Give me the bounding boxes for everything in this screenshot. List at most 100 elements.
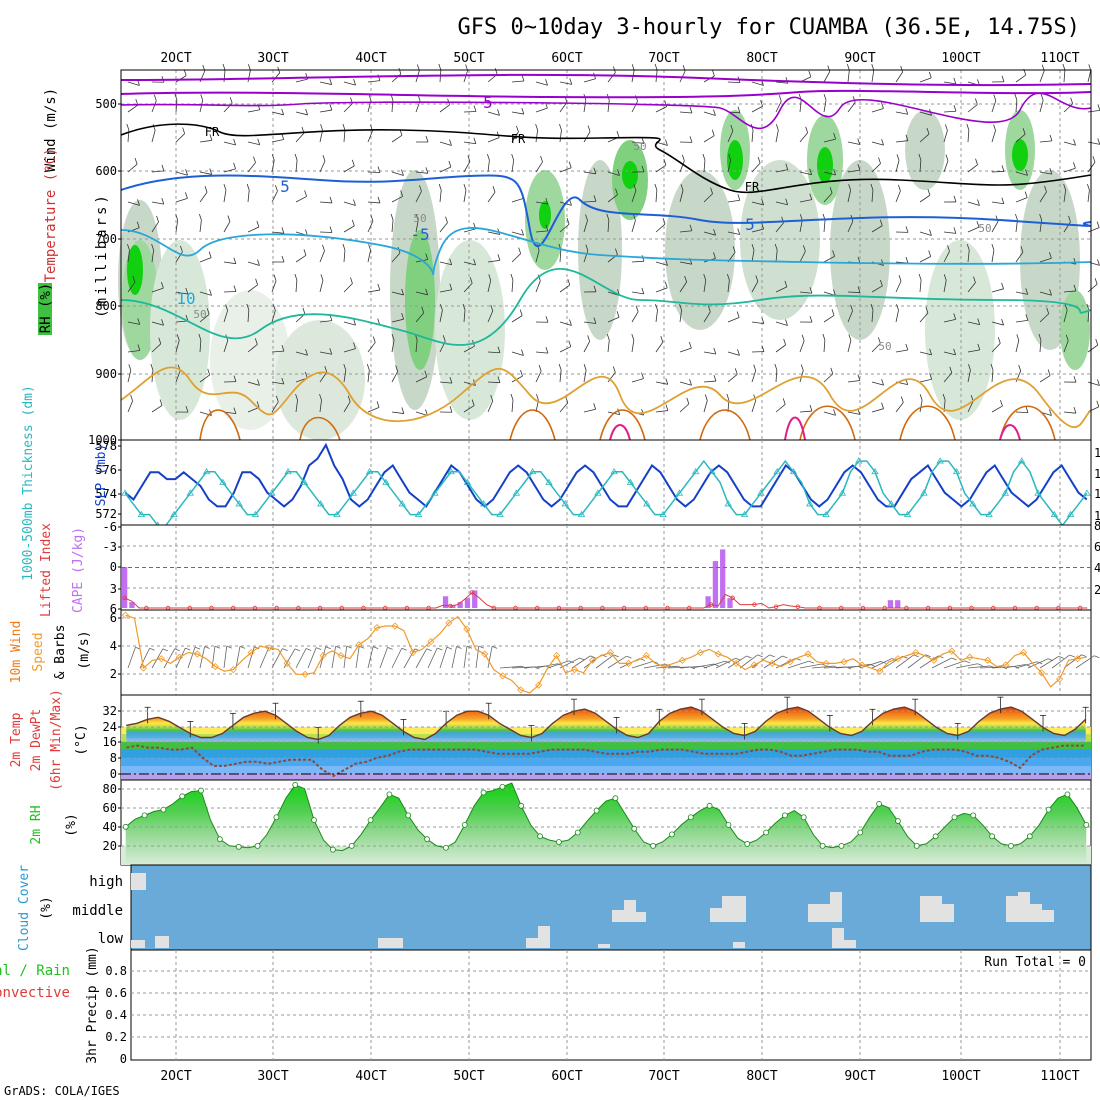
wind-barb-flag [832,250,835,257]
wind-barb [967,104,978,113]
wind-barb [655,310,658,323]
wind-barb-flag [713,252,716,259]
wind-barb-flag [1039,213,1043,221]
wind-barb [295,351,308,356]
wind-barb [871,108,884,113]
wind-barb-flag [415,214,419,221]
wind-barb-flag [737,228,741,235]
wind-barb [895,280,902,293]
wind-barb-flag [713,109,716,116]
temperature-contours [120,73,1092,441]
wind-barb [1039,191,1047,203]
wind-barb-flag [395,365,399,372]
wind-barb-flag [929,348,933,356]
wind-barb [967,321,980,326]
cloud-high-label: high [89,874,123,890]
wind-barb [991,370,994,383]
thickness-point [773,468,781,475]
wind-barb-flag [497,109,500,116]
bottom-date-axis: 2OCT 3OCT 4OCT 5OCT 6OCT 7OCT 8OCT 9OCT 10OCT 11O… [160,1069,1079,1084]
wind-barb-flag [568,161,572,168]
surface-wind-barb-flag [1081,654,1087,658]
wind-barb [391,134,403,143]
wind-barb [415,312,425,323]
rh-blob [817,147,833,183]
wind-barb [127,250,130,263]
wind-barb [271,401,279,413]
wind-barb [487,280,492,293]
wind-barb-flag [785,319,788,326]
wind-barb [439,104,450,113]
rh-unit: (%) [64,813,79,836]
wind-barb-flag [1001,282,1004,289]
rh-area [125,783,1087,865]
axis-tick-label: 1014 [1094,487,1100,501]
wind-speed-point [229,666,237,674]
wind-barb-flag [665,404,669,411]
surface-wind-barb [331,646,337,669]
wind-barb-flag [1092,156,1096,163]
rh-point [1083,821,1090,828]
wind-barb [847,411,860,415]
wind-barb [751,130,754,143]
surface-wind-barb-flag [325,646,331,650]
wind-barb [391,371,399,383]
wind-barb-flag [707,305,711,312]
surface-wind-barb [127,647,136,669]
surface-wind-barb-flag [701,665,708,669]
temperature-line [126,706,1087,741]
wind-barb-flag [1073,139,1076,146]
wind-barb [847,220,854,233]
wind-barb [463,345,475,353]
wind-barb-flag [918,153,922,161]
rh-point [556,839,562,845]
cloud-cover-panel: high middle low Cloud Cover (%) [17,864,1092,951]
wind-barb-flag [126,123,130,131]
wind-barb-flag [521,107,525,115]
wind-barb-flag [966,123,970,131]
wind-barb-flag [990,363,994,371]
wind-barb-flag [606,333,610,341]
wind-barb-flag [368,244,371,251]
surface-wind-barb [571,655,591,669]
surface-wind-barb [895,654,914,669]
wind-barb [319,320,332,323]
date-tick-label: 6OCT [551,1069,582,1084]
wind-barb [367,250,371,263]
wind-barb [847,141,860,145]
wind-barb [247,261,260,266]
thickness-point [186,489,194,496]
wind-barb [1063,141,1076,146]
surface-wind-barb-flag [214,645,221,649]
wind-barb [727,160,732,173]
wind-barb-flag [372,336,376,343]
wind-barb-flag [520,369,523,377]
wind-barb [295,111,308,116]
wind-barb [151,130,156,143]
wind-barb-flag [320,124,323,131]
wind-barb [247,162,256,173]
thickness-point [952,468,961,475]
wind-barb [895,310,899,323]
wind-barb-flag [805,126,809,133]
wind-barb-flag [233,257,237,264]
wind-barb [895,140,908,143]
wind-barb [151,201,164,205]
wind-barb [415,376,427,383]
wind-barb [463,310,466,323]
axis-tick-label: 24 [103,720,117,734]
wind-barb [775,344,786,353]
wind-barb-flag [391,334,395,341]
cape-bar [887,600,894,608]
wind-barb [799,199,812,203]
wind-barb-flag [497,376,501,383]
wind-speed-point [1020,648,1028,657]
wind-barb [703,311,711,323]
wind-barb [343,81,356,86]
surface-wind-barb [787,660,810,669]
wind-barb-flag [516,125,519,132]
wind-barb-flag [751,244,755,251]
surface-wind-barb [847,663,870,669]
rh-point [141,812,148,819]
wind-barb [1039,313,1049,323]
